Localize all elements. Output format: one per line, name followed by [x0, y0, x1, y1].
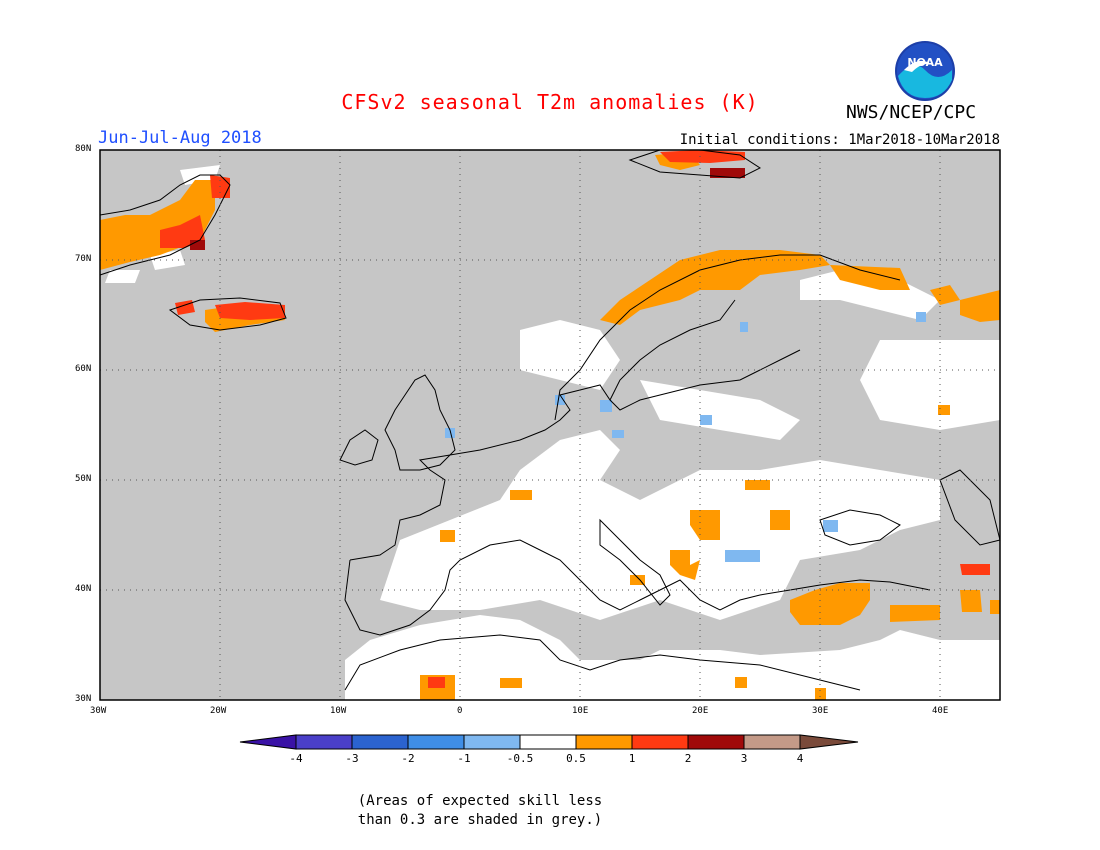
- lon-tick: 10E: [572, 706, 589, 716]
- graticule: [100, 150, 1000, 700]
- legend-swatch-high-end: [799, 734, 859, 750]
- lon-tick: 10W: [330, 706, 347, 716]
- lat-tick: 50N: [75, 474, 92, 484]
- agency-label: NWS/NCEP/CPC: [846, 102, 977, 123]
- noaa-logo: NOAA: [894, 40, 956, 106]
- lon-tick: 40E: [932, 706, 949, 716]
- lat-tick: 80N: [75, 144, 92, 154]
- legend-swatch: [463, 734, 521, 750]
- lon-tick: 20E: [692, 706, 709, 716]
- lat-tick: 70N: [75, 254, 92, 264]
- legend-swatch: [295, 734, 353, 750]
- legend-swatch-low-end: [239, 734, 297, 750]
- legend-label: 4: [796, 752, 804, 765]
- legend-swatch: [407, 734, 465, 750]
- coastlines: [99, 149, 1001, 691]
- legend-label: 0.5: [566, 752, 586, 765]
- legend-swatch: [743, 734, 801, 750]
- initial-conditions: Initial conditions: 1Mar2018-10Mar2018: [679, 132, 1000, 148]
- cool-anomaly-areas: [445, 312, 926, 562]
- legend-label: -1: [457, 752, 471, 765]
- lon-tick: 30W: [90, 706, 107, 716]
- svg-text:NOAA: NOAA: [907, 56, 943, 69]
- legend-swatch: [631, 734, 689, 750]
- lon-tick: 30E: [812, 706, 829, 716]
- legend-label: -4: [289, 752, 303, 765]
- map-title: CFSv2 seasonal T2m anomalies (K): [341, 90, 759, 114]
- very-warm-anomaly-areas: [190, 168, 745, 250]
- legend-swatch: [351, 734, 409, 750]
- footnote-line-1: (Areas of expected skill less: [357, 793, 603, 809]
- legend-swatch: [575, 734, 633, 750]
- lat-tick: 40N: [75, 584, 92, 594]
- legend-swatch: [519, 734, 577, 750]
- lat-tick: 30N: [75, 694, 92, 704]
- legend-label: 2: [684, 752, 692, 765]
- footnote: (Areas of expected skill less than 0.3 a…: [0, 792, 960, 830]
- legend-label: -2: [401, 752, 415, 765]
- lon-tick: 20W: [210, 706, 227, 716]
- forecast-period: Jun-Jul-Aug 2018: [98, 128, 262, 148]
- footnote-line-2: than 0.3 are shaded in grey.): [357, 812, 603, 828]
- lat-tick: 60N: [75, 364, 92, 374]
- legend-label: -3: [345, 752, 359, 765]
- legend-label: 3: [740, 752, 748, 765]
- map-frame: [99, 149, 1001, 701]
- legend-swatch: [687, 734, 745, 750]
- legend-label: -0.5: [506, 752, 534, 765]
- lon-tick: 0: [457, 706, 463, 716]
- legend-label: 1: [628, 752, 636, 765]
